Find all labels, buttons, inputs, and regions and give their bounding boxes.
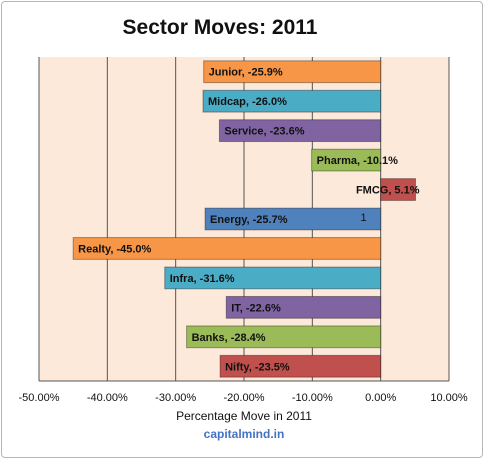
bar-midcap <box>202 89 382 113</box>
x-axis-label: Percentage Move in 2011 <box>176 409 312 423</box>
x-tick-label: -40.00% <box>87 392 128 404</box>
bar-pharma <box>311 148 382 172</box>
bar-it <box>225 295 382 319</box>
data-label-midcap: Midcap, -26.0% <box>208 96 287 108</box>
x-tick-label: -30.00% <box>155 392 196 404</box>
x-tick-label: -50.00% <box>19 392 60 404</box>
x-axis-ticks: -50.00% -40.00% -30.00% -20.00% -10.00% 0.00%… <box>19 392 468 404</box>
annotation-label: 1 <box>361 212 367 224</box>
bar-realty <box>72 237 382 260</box>
bar-fmcg <box>380 178 417 201</box>
bars <box>72 60 417 378</box>
bar-energy <box>204 207 382 231</box>
bar-infra <box>164 266 382 290</box>
bar-nifty <box>219 354 382 378</box>
x-tick-label: -20.00% <box>224 392 265 404</box>
bar-labels: Junior, -25.9% Midcap, -26.0% Service, -23… <box>78 67 420 374</box>
x-tick-label: 0.00% <box>365 392 396 404</box>
x-tick-label: -10.00% <box>292 392 333 404</box>
data-label-realty: Realty, -45.0% <box>78 243 151 255</box>
data-label-fmcg: FMCG, 5.1% <box>356 185 420 197</box>
data-label-nifty: Nifty, -23.5% <box>225 361 290 373</box>
data-label-service: Service, -23.6% <box>224 126 304 138</box>
source-label: capitalmind.in <box>204 427 285 441</box>
bar-banks <box>186 325 382 349</box>
bar-junior <box>203 60 382 84</box>
data-label-banks: Banks, -28.4% <box>192 332 266 344</box>
data-label-infra: Infra, -31.6% <box>170 273 235 285</box>
data-label-pharma: Pharma, -10.1% <box>317 155 399 167</box>
data-label-energy: Energy, -25.7% <box>210 214 288 226</box>
x-tick-label: 10.00% <box>430 392 468 404</box>
data-label-it: IT, -22.6% <box>231 302 281 314</box>
bar-service <box>218 119 382 143</box>
data-label-junior: Junior, -25.9% <box>209 67 283 79</box>
chart-title: Sector Moves: 2011 <box>123 16 318 39</box>
